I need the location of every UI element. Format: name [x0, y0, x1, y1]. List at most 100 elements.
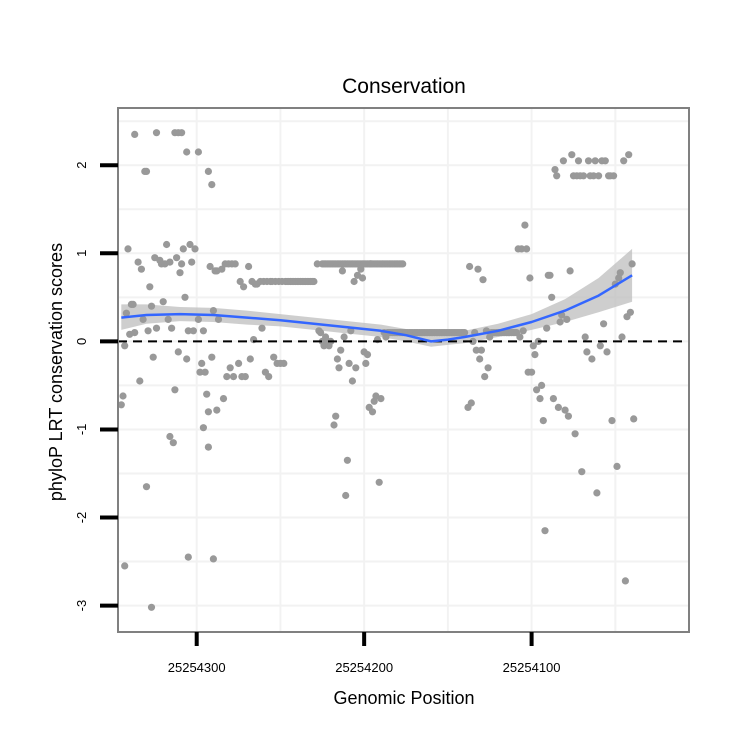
data-point — [219, 395, 228, 403]
data-point — [588, 355, 596, 363]
data-point — [178, 129, 186, 137]
data-point — [147, 302, 156, 310]
y-tick-label: -3 — [74, 600, 89, 612]
data-point — [528, 368, 536, 376]
data-point — [553, 172, 561, 180]
data-point — [188, 258, 196, 266]
panel-border — [117, 107, 690, 633]
data-point — [579, 172, 588, 180]
data-point — [357, 265, 365, 273]
data-point — [246, 355, 254, 363]
data-point — [147, 603, 156, 611]
data-point — [559, 157, 568, 165]
data-point — [516, 333, 524, 341]
data-point — [166, 258, 174, 266]
data-point — [472, 346, 480, 354]
x-axis-label: Genomic Position — [333, 688, 474, 708]
data-point — [181, 293, 189, 301]
data-point — [198, 359, 206, 367]
data-point — [474, 265, 482, 273]
data-point — [332, 412, 340, 420]
x-tick-label: 25254300 — [168, 660, 226, 675]
data-point — [201, 368, 209, 376]
data-point — [199, 424, 207, 432]
data-point — [121, 342, 129, 350]
data-point — [117, 401, 125, 409]
data-point — [548, 293, 556, 301]
data-point — [171, 386, 179, 394]
data-point — [583, 348, 591, 356]
data-point — [467, 399, 475, 407]
data-point — [169, 439, 177, 447]
data-point — [204, 443, 212, 451]
y-tick-label: 1 — [74, 250, 89, 257]
data-point — [186, 240, 194, 249]
data-point — [208, 353, 216, 361]
data-point — [484, 364, 492, 372]
data-point — [330, 421, 338, 429]
data-point — [549, 395, 558, 403]
data-point — [209, 555, 217, 563]
data-point — [176, 269, 184, 277]
data-point — [203, 390, 211, 398]
data-point — [240, 283, 248, 291]
data-point — [209, 307, 217, 315]
data-point — [566, 267, 574, 275]
data-point — [584, 157, 593, 165]
data-point — [129, 300, 137, 308]
data-point — [335, 364, 343, 372]
data-point — [352, 364, 360, 372]
y-tick-label: 0 — [74, 338, 89, 345]
data-point — [536, 395, 544, 403]
data-point — [139, 315, 147, 323]
data-point — [340, 333, 348, 341]
data-point — [461, 329, 469, 337]
data-point — [183, 355, 191, 363]
data-point — [519, 327, 527, 335]
y-tick-label: -1 — [74, 424, 89, 436]
data-point — [313, 260, 321, 268]
data-point — [241, 373, 249, 381]
data-point — [146, 283, 154, 291]
data-point — [245, 262, 253, 271]
data-point — [208, 181, 216, 189]
data-point — [144, 327, 152, 335]
data-point — [348, 377, 356, 385]
data-point — [630, 415, 638, 423]
y-tick-label: 2 — [74, 162, 89, 169]
data-point — [596, 342, 604, 350]
data-point — [122, 309, 130, 317]
y-tick-label: -2 — [74, 512, 89, 524]
data-point — [362, 359, 370, 367]
confidence-ribbon-layer — [121, 248, 633, 347]
data-point — [179, 245, 187, 253]
data-point — [168, 324, 176, 332]
y-axis-label: phyloP LRT conservation scores — [46, 243, 66, 501]
data-point — [173, 254, 181, 262]
x-axis: 25254300 25254200 25254100 — [168, 632, 561, 675]
data-point — [142, 483, 151, 491]
data-point — [337, 346, 345, 354]
data-point — [481, 373, 489, 381]
data-point — [134, 258, 142, 266]
smooth-line — [121, 274, 633, 343]
data-point — [593, 489, 601, 497]
x-tick-label: 25254100 — [503, 660, 561, 675]
data-point — [199, 327, 207, 335]
data-point — [603, 348, 611, 356]
data-point — [539, 417, 547, 425]
data-point — [543, 324, 551, 332]
data-point — [571, 430, 579, 438]
data-point — [531, 351, 539, 359]
data-point — [529, 342, 537, 350]
data-point — [564, 412, 573, 420]
data-point — [479, 276, 487, 284]
data-point — [142, 167, 151, 175]
data-point — [368, 408, 377, 416]
data-point — [563, 315, 571, 323]
data-point — [270, 353, 278, 361]
data-point — [601, 157, 609, 165]
data-point — [136, 377, 144, 385]
data-point — [265, 373, 273, 381]
chart-title: Conservation — [342, 75, 466, 98]
